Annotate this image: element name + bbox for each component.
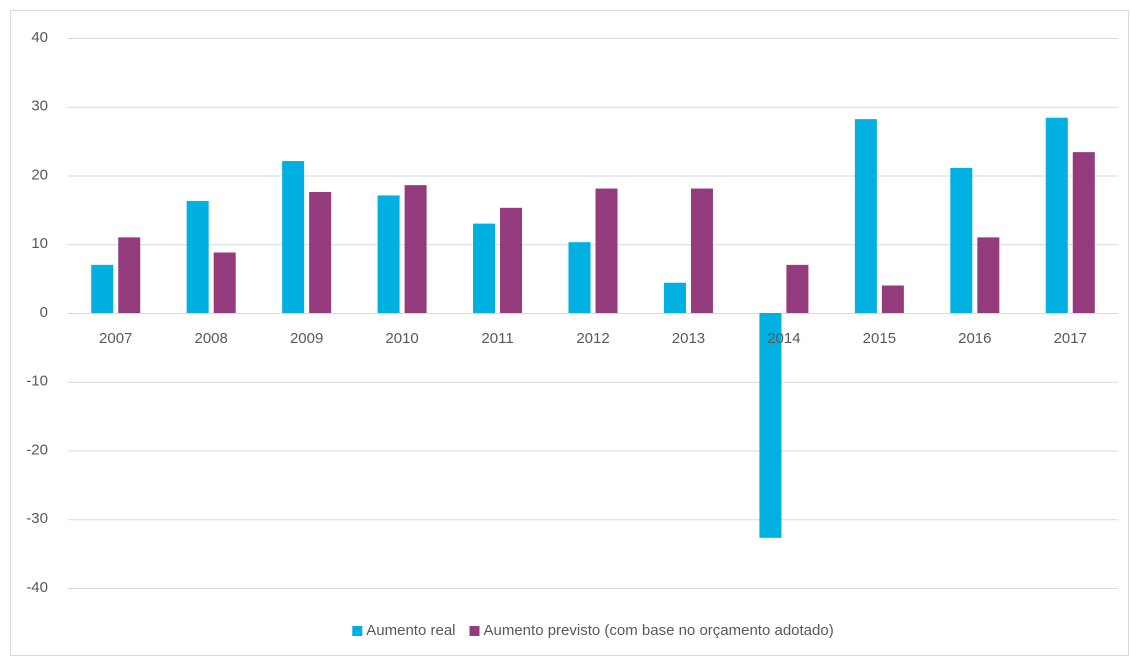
bar (473, 223, 496, 313)
bar (759, 313, 782, 538)
bar (118, 237, 141, 313)
bar (186, 200, 209, 313)
x-tick-label: 2016 (958, 330, 991, 347)
bar (1072, 152, 1095, 313)
x-tick-label: 2011 (481, 330, 513, 347)
bar (881, 285, 904, 313)
x-tick-label: 2012 (576, 330, 609, 347)
bar (404, 185, 427, 313)
y-tick-label: -10 (26, 373, 48, 390)
bar (213, 252, 236, 313)
y-tick-label: 40 (31, 29, 48, 46)
x-tick-label: 2015 (863, 330, 896, 347)
y-tick-label: -40 (26, 579, 48, 596)
legend-swatch (469, 626, 480, 636)
bar (977, 237, 1000, 313)
bar (568, 242, 591, 313)
chart-border (10, 10, 1129, 656)
bar (786, 264, 809, 313)
x-tick-label: 2010 (385, 330, 418, 347)
legend-label: Aumento previsto (com base no orçamento … (484, 622, 834, 639)
y-tick-label: 0 (40, 304, 48, 321)
y-tick-label: -20 (26, 441, 48, 458)
bar (91, 264, 114, 313)
y-tick-label: -30 (26, 510, 48, 527)
y-tick-label: 30 (31, 98, 48, 115)
legend-swatch (352, 626, 363, 636)
bar (854, 119, 877, 313)
x-tick-label: 2017 (1054, 330, 1087, 347)
bar (595, 188, 618, 313)
bar (377, 195, 400, 313)
legend-label: Aumento real (366, 622, 455, 639)
bar (950, 167, 973, 313)
x-tick-label: 2008 (194, 330, 227, 347)
y-tick-label: 20 (31, 166, 48, 183)
bar (663, 282, 686, 313)
bar (690, 188, 713, 313)
x-tick-label: 2009 (290, 330, 323, 347)
bar (282, 161, 305, 313)
x-tick-label: 2007 (99, 330, 132, 347)
x-tick-label: 2014 (767, 330, 800, 347)
bar (500, 207, 523, 313)
x-tick-label: 2013 (672, 330, 705, 347)
bar (309, 192, 332, 313)
bar (1045, 117, 1068, 313)
y-tick-label: 10 (31, 235, 48, 252)
